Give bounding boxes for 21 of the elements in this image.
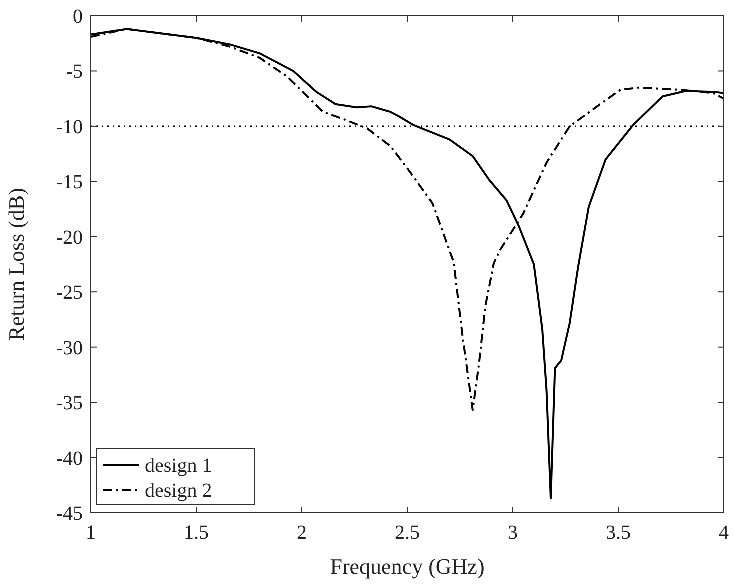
y-axis-title: Return Loss (dB) bbox=[4, 188, 29, 341]
y-tick-label: -25 bbox=[56, 282, 83, 304]
x-tick-label: 2 bbox=[297, 522, 307, 544]
x-tick-label: 4 bbox=[719, 522, 729, 544]
x-tick-label: 3 bbox=[508, 522, 518, 544]
x-tick-label: 3.5 bbox=[606, 522, 631, 544]
x-tick-label: 1.5 bbox=[184, 522, 209, 544]
x-tick-label: 2.5 bbox=[395, 522, 420, 544]
legend-label: design 1 bbox=[145, 455, 212, 477]
x-tick-label: 1 bbox=[86, 522, 96, 544]
y-tick-label: -5 bbox=[66, 61, 83, 84]
y-tick-label: 0 bbox=[73, 6, 83, 28]
y-tick-label: -15 bbox=[56, 172, 83, 194]
y-tick-label: -45 bbox=[56, 503, 83, 525]
legend-label: design 2 bbox=[145, 480, 212, 502]
y-tick-label: -10 bbox=[56, 116, 83, 138]
y-tick-label: -30 bbox=[56, 337, 83, 360]
y-tick-label: -40 bbox=[56, 448, 83, 470]
y-tick-label: -20 bbox=[56, 226, 83, 249]
y-tick-label: -35 bbox=[56, 392, 83, 415]
x-axis-title: Frequency (GHz) bbox=[330, 554, 485, 579]
